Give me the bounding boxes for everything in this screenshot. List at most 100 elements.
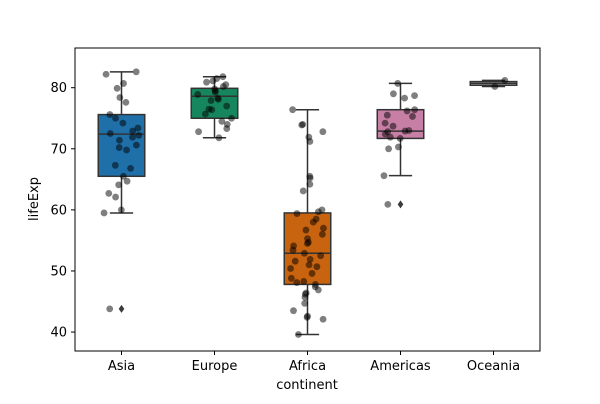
data-point bbox=[123, 177, 131, 185]
data-point bbox=[105, 189, 113, 197]
points-asia bbox=[100, 68, 143, 313]
data-point bbox=[289, 106, 297, 114]
data-point bbox=[223, 125, 231, 133]
data-point bbox=[299, 187, 307, 195]
data-point bbox=[111, 161, 119, 169]
data-point bbox=[314, 286, 322, 294]
x-axis-label: continent bbox=[276, 378, 338, 393]
data-point bbox=[411, 92, 418, 100]
data-point bbox=[320, 224, 327, 232]
outlier-marker bbox=[118, 304, 125, 313]
data-point bbox=[214, 95, 222, 103]
y-tick-label: 80 bbox=[50, 81, 67, 96]
data-point bbox=[208, 106, 216, 114]
data-point bbox=[409, 113, 416, 120]
data-point bbox=[219, 73, 227, 81]
data-point bbox=[306, 174, 314, 182]
data-point bbox=[301, 299, 309, 307]
data-point bbox=[117, 206, 125, 214]
data-point bbox=[289, 246, 297, 254]
data-point bbox=[308, 270, 316, 277]
y-axis: 40 50 60 70 80 bbox=[50, 81, 75, 341]
data-point bbox=[390, 90, 397, 98]
data-point bbox=[120, 172, 127, 180]
data-point bbox=[395, 143, 402, 151]
data-point bbox=[293, 210, 301, 217]
data-point bbox=[102, 70, 110, 78]
x-tick-label: Africa bbox=[289, 359, 326, 374]
data-point bbox=[219, 83, 227, 90]
data-point bbox=[119, 119, 127, 127]
data-point bbox=[135, 131, 143, 139]
data-point bbox=[304, 240, 311, 247]
data-point bbox=[215, 134, 223, 142]
data-point bbox=[300, 249, 308, 257]
data-point bbox=[306, 138, 314, 145]
data-point bbox=[201, 110, 209, 118]
data-point bbox=[381, 130, 389, 138]
data-point bbox=[120, 80, 127, 87]
data-point bbox=[132, 141, 140, 149]
data-point bbox=[306, 180, 314, 188]
data-point bbox=[122, 98, 130, 106]
data-point bbox=[319, 315, 327, 323]
data-point bbox=[293, 279, 301, 286]
y-tick-label: 70 bbox=[50, 142, 67, 157]
y-axis-label: lifeExp bbox=[27, 177, 42, 221]
data-point bbox=[381, 119, 389, 127]
data-point bbox=[218, 117, 226, 125]
data-point bbox=[384, 200, 392, 208]
data-point bbox=[491, 83, 499, 90]
data-point bbox=[123, 146, 130, 154]
data-point bbox=[401, 127, 409, 135]
x-axis: Asia Europe Africa Americas Oceania bbox=[108, 351, 520, 374]
data-point bbox=[385, 145, 392, 153]
x-tick-label: Americas bbox=[370, 359, 431, 374]
data-point bbox=[112, 193, 119, 201]
data-point bbox=[106, 305, 114, 313]
data-point bbox=[203, 78, 210, 86]
data-point bbox=[401, 94, 409, 102]
data-point bbox=[287, 274, 295, 282]
data-point bbox=[394, 80, 402, 87]
points-layer bbox=[100, 68, 509, 338]
points-africa bbox=[287, 106, 327, 338]
data-point bbox=[313, 263, 321, 271]
data-point bbox=[411, 106, 419, 114]
data-point bbox=[194, 91, 202, 98]
data-point bbox=[317, 252, 325, 260]
data-point bbox=[501, 76, 509, 84]
data-point bbox=[319, 128, 327, 136]
data-point bbox=[389, 122, 397, 130]
data-point bbox=[116, 94, 124, 101]
data-point bbox=[302, 226, 310, 234]
data-point bbox=[318, 230, 326, 238]
data-point bbox=[209, 77, 217, 85]
points-americas bbox=[380, 80, 419, 208]
data-point bbox=[129, 133, 136, 141]
data-point bbox=[211, 88, 219, 96]
data-point bbox=[134, 124, 142, 132]
data-point bbox=[106, 111, 114, 118]
data-point bbox=[207, 97, 215, 104]
data-point bbox=[132, 68, 140, 76]
data-point bbox=[380, 172, 388, 180]
data-point bbox=[228, 114, 235, 122]
data-point bbox=[403, 107, 411, 115]
data-point bbox=[295, 331, 302, 338]
data-point bbox=[223, 102, 231, 110]
data-point bbox=[383, 111, 391, 119]
y-tick-label: 40 bbox=[50, 326, 67, 341]
box-asia bbox=[97, 71, 146, 313]
data-point bbox=[301, 293, 309, 301]
data-point bbox=[396, 135, 404, 142]
data-point bbox=[305, 261, 313, 269]
data-point bbox=[116, 136, 123, 144]
outlier-marker bbox=[397, 200, 404, 209]
x-tick-label: Europe bbox=[192, 359, 238, 374]
data-point bbox=[106, 130, 114, 137]
data-point bbox=[300, 277, 308, 285]
data-point bbox=[306, 255, 314, 263]
y-tick-label: 50 bbox=[50, 264, 67, 279]
